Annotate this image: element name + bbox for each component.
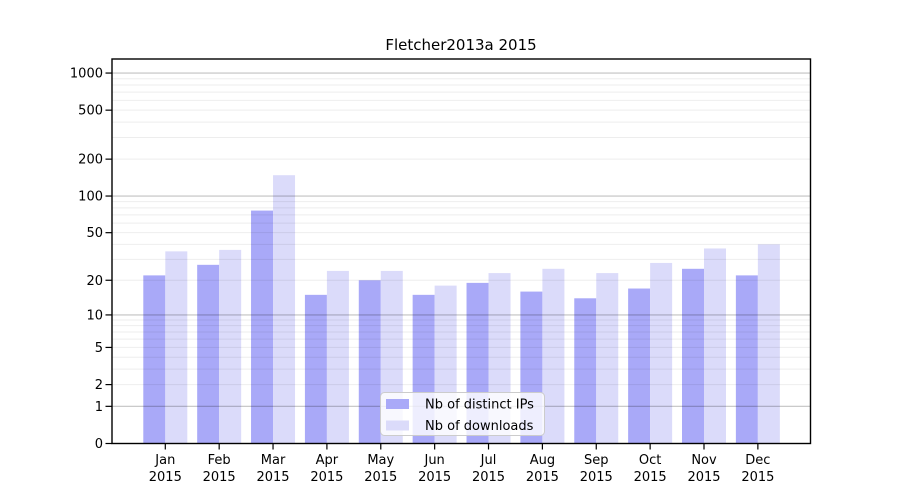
y-axis-tick-label-10: 10 (86, 308, 103, 323)
chart-title: Fletcher2013a 2015 (385, 36, 536, 54)
x-axis-year-label-oct: 2015 (634, 470, 667, 485)
gridlines-group (112, 72, 811, 407)
x-axis-month-label-dec: Dec (745, 453, 770, 468)
axis-labels-group: 0 1 2 5 10 20 50 100 200 500 1000 Jan 2015 Feb 2015 Mar… (70, 67, 775, 485)
bar-downloads-dec (757, 244, 780, 444)
x-axis-year-label-apr: 2015 (310, 470, 343, 485)
x-axis-year-label-jul: 2015 (472, 470, 505, 485)
x-axis-month-label-apr: Apr (316, 453, 339, 468)
x-axis-year-label-aug: 2015 (526, 470, 559, 485)
x-axis-year-label-nov: 2015 (687, 470, 720, 485)
x-axis-year-label-feb: 2015 (203, 470, 236, 485)
x-axis-month-label-aug: Aug (530, 453, 555, 468)
bar-distinct-ips-dec (735, 275, 758, 444)
y-axis-tick-label-1: 1 (95, 400, 103, 415)
bar-distinct-ips-jan (143, 275, 166, 444)
legend-swatch-distinct-ips (386, 399, 409, 409)
bar-distinct-ips-feb (197, 264, 220, 444)
x-axis-month-label-jul: Jul (480, 453, 497, 468)
bar-distinct-ips-apr (304, 294, 327, 444)
bar-distinct-ips-sep (574, 298, 597, 444)
x-axis-month-label-mar: Mar (261, 453, 286, 468)
legend-label-distinct-ips: Nb of distinct IPs (425, 398, 534, 413)
legend-label-downloads: Nb of downloads (425, 419, 534, 434)
x-axis-month-label-nov: Nov (691, 453, 717, 468)
bar-distinct-ips-may (358, 280, 381, 444)
bar-downloads-oct (650, 262, 673, 444)
x-axis-month-label-oct: Oct (639, 453, 661, 468)
bar-downloads-apr (326, 270, 349, 444)
bar-downloads-sep (596, 273, 619, 444)
bar-distinct-ips-mar (251, 210, 274, 444)
axis-ticks-group (105, 72, 759, 450)
x-axis-month-label-feb: Feb (208, 453, 231, 468)
bar-downloads-jan (165, 251, 188, 444)
bar-downloads-aug (542, 268, 565, 444)
bar-downloads-nov (704, 248, 726, 444)
x-axis-year-label-dec: 2015 (741, 470, 774, 485)
y-axis-tick-label-20: 20 (86, 274, 103, 289)
y-axis-tick-label-50: 50 (86, 226, 103, 241)
x-axis-year-label-mar: 2015 (256, 470, 289, 485)
bar-distinct-ips-nov (682, 268, 704, 444)
bar-downloads-feb (219, 249, 242, 444)
y-axis-tick-label-200: 200 (78, 153, 103, 168)
y-axis-tick-label-500: 500 (78, 104, 103, 119)
x-axis-month-label-may: May (367, 453, 394, 468)
x-axis-month-label-sep: Sep (584, 453, 609, 468)
x-axis-year-label-jan: 2015 (149, 470, 182, 485)
bar-distinct-ips-oct (628, 288, 651, 444)
bar-downloads-mar (273, 175, 296, 444)
legend-box (380, 392, 545, 436)
y-axis-tick-label-0: 0 (95, 437, 103, 452)
legend: Nb of distinct IPs Nb of downloads (380, 392, 545, 436)
x-axis-month-label-jun: Jun (423, 453, 444, 468)
x-axis-year-label-sep: 2015 (580, 470, 613, 485)
x-axis-month-label-jan: Jan (154, 453, 175, 468)
y-axis-tick-label-2: 2 (95, 378, 103, 393)
legend-swatch-downloads (386, 420, 409, 431)
x-axis-year-label-jun: 2015 (418, 470, 451, 485)
y-axis-tick-label-100: 100 (78, 190, 103, 205)
y-axis-tick-label-1000: 1000 (70, 67, 103, 82)
plot-border (111, 58, 812, 445)
y-axis-tick-label-5: 5 (95, 341, 103, 356)
x-axis-year-label-may: 2015 (364, 470, 397, 485)
